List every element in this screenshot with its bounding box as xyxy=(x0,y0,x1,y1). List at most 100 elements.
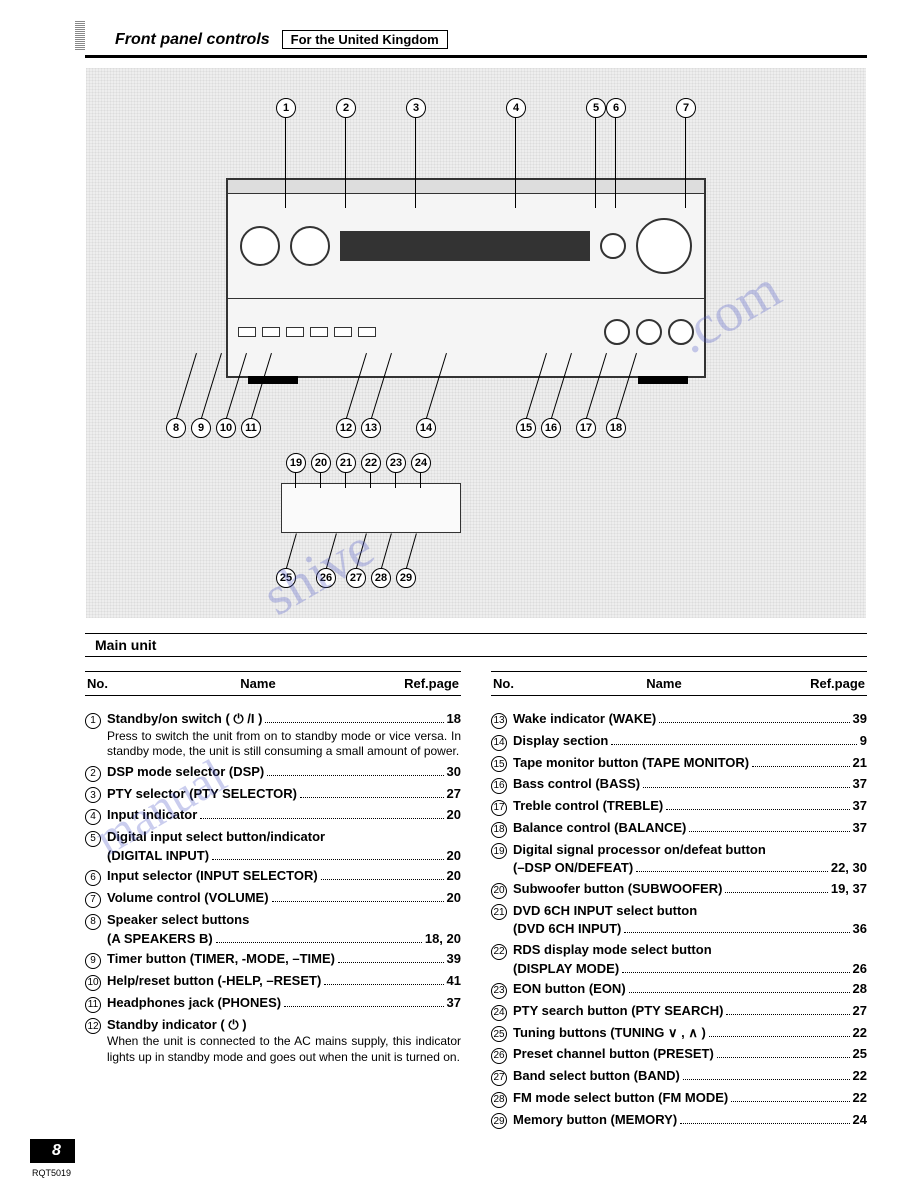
entry-page: 20 xyxy=(447,806,461,824)
callout-6: 6 xyxy=(606,98,626,118)
entry-name: PTY search button (PTY SEARCH) xyxy=(513,1002,723,1020)
control-entry: 22RDS display mode select button(DISPLAY… xyxy=(491,941,867,977)
entry-page: 22 xyxy=(853,1089,867,1107)
entry-page: 21 xyxy=(853,754,867,772)
entry-continuation: (DIGITAL INPUT) xyxy=(107,847,209,865)
control-entry: 10Help/reset button (-HELP, –RESET)41 xyxy=(85,972,461,991)
entry-name: Input indicator xyxy=(107,806,197,824)
column-header: No. Name Ref.page xyxy=(491,671,867,696)
entry-name: Bass control (BASS) xyxy=(513,775,640,793)
entry-number: 12 xyxy=(85,1018,101,1034)
control-entry: 16Bass control (BASS)37 xyxy=(491,775,867,794)
document-code: RQT5019 xyxy=(32,1168,71,1178)
control-entry: 4Input indicator20 xyxy=(85,806,461,825)
entry-number: 15 xyxy=(491,756,507,772)
callout-3: 3 xyxy=(406,98,426,118)
callout-11: 11 xyxy=(241,418,261,438)
header-no: No. xyxy=(87,676,137,691)
control-entry: 3 PTY selector (PTY SELECTOR) 27 xyxy=(85,785,461,804)
callout-7: 7 xyxy=(676,98,696,118)
entry-number: 18 xyxy=(491,822,507,838)
entry-page: 20 xyxy=(447,889,461,907)
entry-description: Press to switch the unit from on to stan… xyxy=(85,729,461,760)
control-entry: 8Speaker select buttons(A SPEAKERS B)18,… xyxy=(85,911,461,947)
entry-number: 7 xyxy=(85,892,101,908)
entry-number: 25 xyxy=(491,1026,507,1042)
callout-27: 27 xyxy=(346,568,366,588)
entry-page: 28 xyxy=(853,980,867,998)
callout-25: 25 xyxy=(276,568,296,588)
entry-number: 3 xyxy=(85,787,101,803)
entry-name: Balance control (BALANCE) xyxy=(513,819,686,837)
callout-8: 8 xyxy=(166,418,186,438)
callout-1: 1 xyxy=(276,98,296,118)
control-entry: 21DVD 6CH INPUT select button(DVD 6CH IN… xyxy=(491,902,867,938)
entry-name: Speaker select buttons xyxy=(107,911,249,929)
control-entry: 1Standby/on switch ( ⏻ /I )18Press to sw… xyxy=(85,710,461,760)
entry-number: 27 xyxy=(491,1070,507,1086)
entry-name: Wake indicator (WAKE) xyxy=(513,710,656,728)
callout-21: 21 xyxy=(336,453,356,473)
entry-name: Digital signal processor on/defeat butto… xyxy=(513,841,766,859)
entry-number: 5 xyxy=(85,831,101,847)
entry-name: Help/reset button (-HELP, –RESET) xyxy=(107,972,321,990)
entry-continuation: (DVD 6CH INPUT) xyxy=(513,920,621,938)
control-entry: 6Input selector (INPUT SELECTOR)20 xyxy=(85,867,461,886)
control-entry: 29Memory button (MEMORY)24 xyxy=(491,1111,867,1130)
callout-14: 14 xyxy=(416,418,436,438)
header-ref: Ref.page xyxy=(785,676,865,691)
header-name: Name xyxy=(137,676,379,691)
callout-19: 19 xyxy=(286,453,306,473)
callout-24: 24 xyxy=(411,453,431,473)
entry-name: Subwoofer button (SUBWOOFER) xyxy=(513,880,722,898)
sub-control-panel xyxy=(281,483,461,533)
control-entry: 11 Headphones jack (PHONES) 37 xyxy=(85,994,461,1013)
page-header: Front panel controls For the United King… xyxy=(85,30,867,49)
entry-description: When the unit is connected to the AC mai… xyxy=(85,1034,461,1065)
control-entry: 5Digital input select button/indicator(D… xyxy=(85,828,461,864)
entry-number: 17 xyxy=(491,800,507,816)
entry-page: 27 xyxy=(447,785,461,803)
callout-4: 4 xyxy=(506,98,526,118)
entry-continuation: (DISPLAY MODE) xyxy=(513,960,619,978)
header-name: Name xyxy=(543,676,785,691)
control-entry: 24PTY search button (PTY SEARCH)27 xyxy=(491,1002,867,1021)
entry-name: Volume control (VOLUME) xyxy=(107,889,269,907)
entry-name: PTY selector (PTY SELECTOR) xyxy=(107,785,297,803)
control-entry: 13Wake indicator (WAKE)39 xyxy=(491,710,867,729)
control-entry: 28FM mode select button (FM MODE)22 xyxy=(491,1089,867,1108)
entry-number: 2 xyxy=(85,766,101,782)
entry-continuation: (A SPEAKERS B) xyxy=(107,930,213,948)
callout-10: 10 xyxy=(216,418,236,438)
entry-name: Standby/on switch ( ⏻ /I ) xyxy=(107,710,262,728)
entry-page: 37 xyxy=(853,819,867,837)
header-no: No. xyxy=(493,676,543,691)
entry-page: 37 xyxy=(447,994,461,1012)
entry-name: Headphones jack (PHONES) xyxy=(107,994,281,1012)
entry-continuation: (–DSP ON/DEFEAT) xyxy=(513,859,633,877)
control-entry: 19Digital signal processor on/defeat but… xyxy=(491,841,867,877)
entry-name: Tuning buttons (TUNING ∨ , ∧ ) xyxy=(513,1024,706,1042)
callout-26: 26 xyxy=(316,568,336,588)
entry-number: 21 xyxy=(491,904,507,920)
right-column: No. Name Ref.page 13Wake indicator (WAKE… xyxy=(491,671,867,1132)
entry-page: 41 xyxy=(447,972,461,990)
entry-name: DSP mode selector (DSP) xyxy=(107,763,264,781)
callout-9: 9 xyxy=(191,418,211,438)
callout-20: 20 xyxy=(311,453,331,473)
callout-13: 13 xyxy=(361,418,381,438)
control-entry: 23EON button (EON)28 xyxy=(491,980,867,999)
callout-28: 28 xyxy=(371,568,391,588)
callout-23: 23 xyxy=(386,453,406,473)
entry-number: 11 xyxy=(85,997,101,1013)
control-entry: 15Tape monitor button (TAPE MONITOR)21 xyxy=(491,754,867,773)
entry-name: RDS display mode select button xyxy=(513,941,712,959)
control-entry: 27Band select button (BAND)22 xyxy=(491,1067,867,1086)
entry-page: 37 xyxy=(853,797,867,815)
entry-name: Memory button (MEMORY) xyxy=(513,1111,677,1129)
entry-page: 39 xyxy=(447,950,461,968)
left-column: No. Name Ref.page 1Standby/on switch ( ⏻… xyxy=(85,671,461,1132)
control-entry: 18 Balance control (BALANCE) 37 xyxy=(491,819,867,838)
entry-page: 27 xyxy=(853,1002,867,1020)
callout-15: 15 xyxy=(516,418,536,438)
